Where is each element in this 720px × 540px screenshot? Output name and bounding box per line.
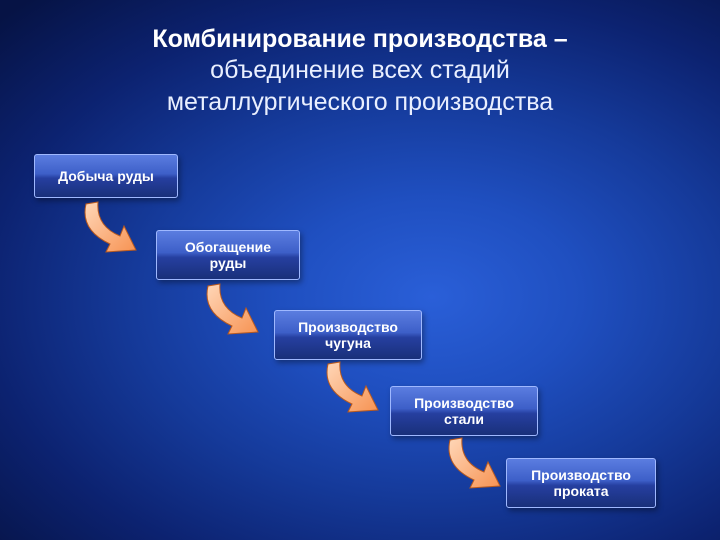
- flow-node-mining: Добыча руды: [34, 154, 178, 198]
- flow-arrow-2: [198, 282, 276, 338]
- title-line-3: металлургического производства: [0, 87, 720, 118]
- title-line-2: объединение всех стадий: [0, 55, 720, 86]
- title-block: Комбинирование производства – объединени…: [0, 24, 720, 118]
- title-line-1: Комбинирование производства –: [0, 24, 720, 55]
- flow-node-rolling: Производствопроката: [506, 458, 656, 508]
- slide: Комбинирование производства – объединени…: [0, 0, 720, 540]
- flow-arrow-3: [318, 360, 396, 416]
- flow-arrow-1: [76, 200, 154, 256]
- flow-node-iron: Производствочугуна: [274, 310, 422, 360]
- flow-arrow-4: [440, 436, 518, 492]
- flow-node-steel: Производствостали: [390, 386, 538, 436]
- flow-node-enrichment: Обогащениеруды: [156, 230, 300, 280]
